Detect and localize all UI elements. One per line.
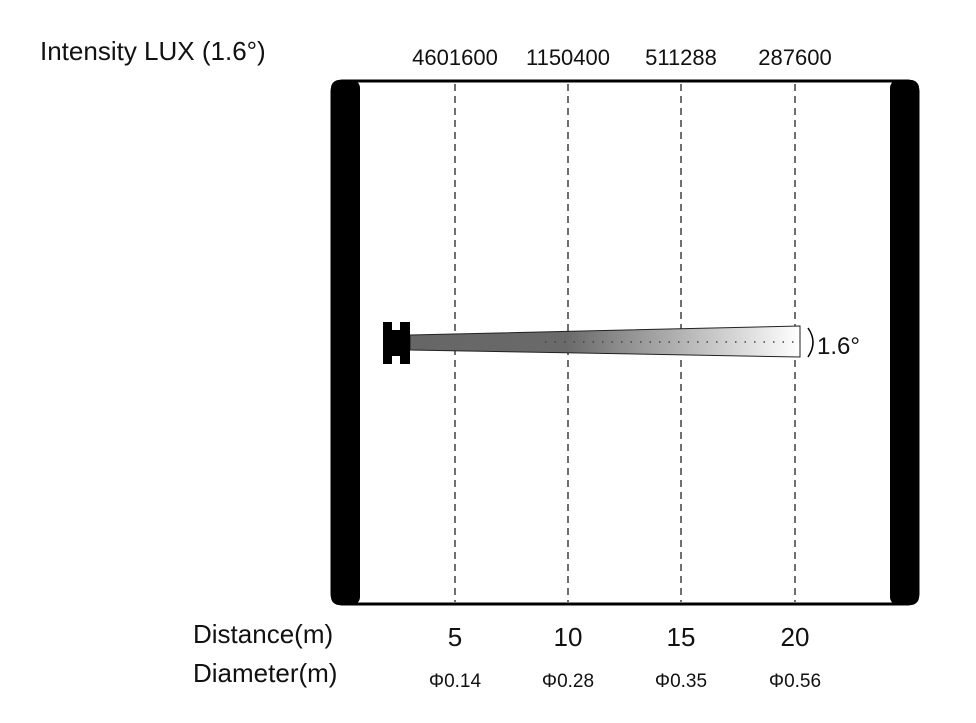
lux-value: 1150400 — [526, 45, 610, 70]
distance-value: 10 — [554, 622, 583, 652]
fixture-icon — [383, 322, 410, 364]
lux-value: 4601600 — [412, 45, 498, 70]
lux-value: 287600 — [758, 45, 831, 70]
distance-label: Distance(m) — [193, 619, 333, 649]
diameter-value: Φ0.56 — [769, 671, 821, 692]
distance-value: 5 — [448, 622, 462, 652]
distance-value: 15 — [667, 622, 696, 652]
lux-value: 511288 — [645, 45, 717, 70]
right-wall — [890, 80, 919, 605]
diameter-value: Φ0.28 — [542, 671, 594, 692]
chart-title: Intensity LUX (1.6°) — [40, 36, 266, 66]
light-beam — [409, 325, 801, 358]
diameter-value: Φ0.14 — [429, 671, 482, 692]
beam-angle-label: 1.6° — [817, 333, 860, 360]
frame — [330, 79, 920, 606]
angle-arc — [807, 327, 814, 358]
diameter-value: Φ0.35 — [655, 671, 707, 692]
left-wall — [331, 80, 360, 605]
diameter-label: Diameter(m) — [193, 658, 337, 688]
distance-value: 20 — [781, 622, 810, 652]
